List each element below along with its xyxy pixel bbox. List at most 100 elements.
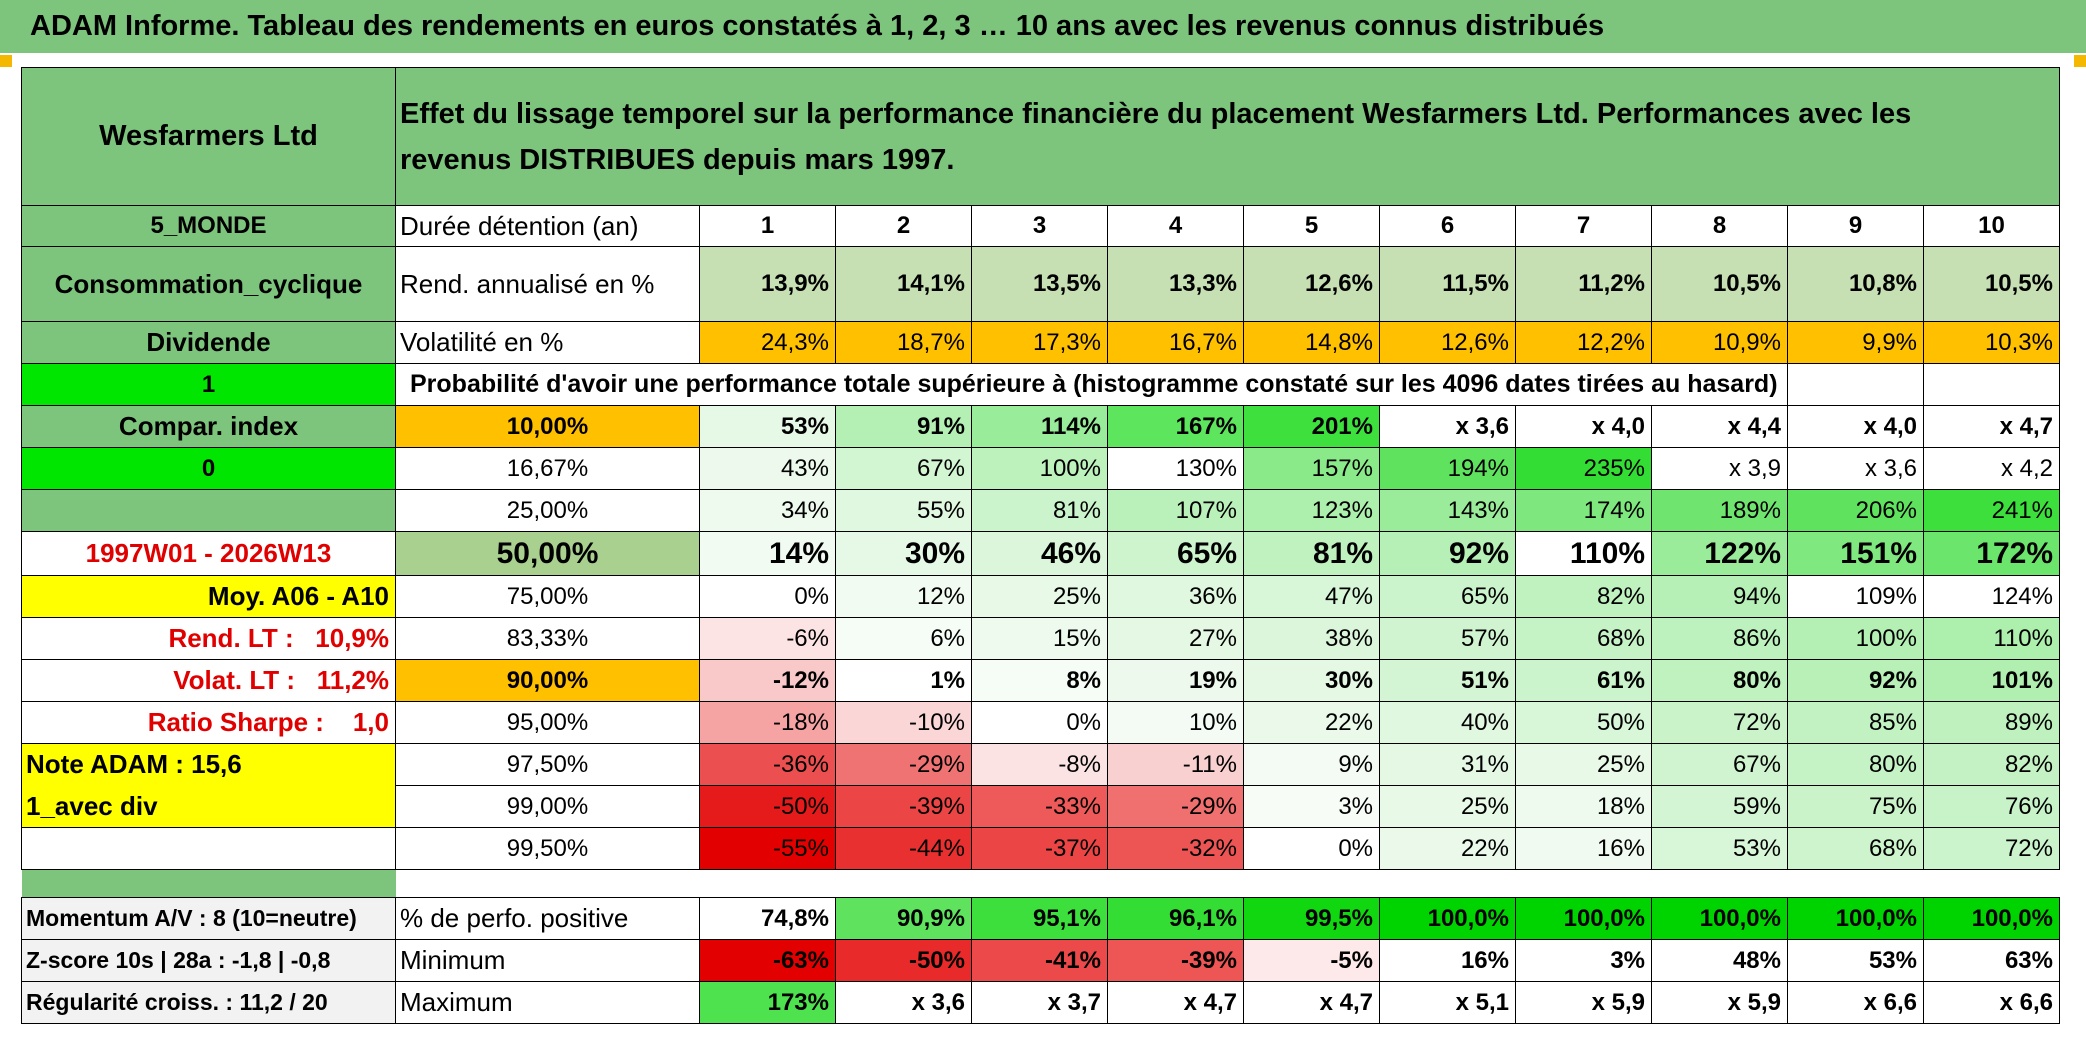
prob-cell: -44% <box>835 827 972 870</box>
sharpe-label: Ratio Sharpe : 1,0 <box>21 701 396 744</box>
prob-cell: 51% <box>1379 659 1516 702</box>
prob-threshold: 95,00% <box>395 701 700 744</box>
prob-cell: 91% <box>835 405 972 448</box>
prob-cell: 9% <box>1243 743 1380 786</box>
prob-cell: 82% <box>1923 743 2060 786</box>
prob-cell: -11% <box>1107 743 1244 786</box>
prob-row-median: 1997W01 - 2026W13 50,00% 14% 30% 46% 65%… <box>21 531 2060 576</box>
prob-cell: 65% <box>1107 531 1244 576</box>
prob-cell: 57% <box>1379 617 1516 660</box>
min-row: Z-score 10s | 28a : -1,8 | -0,8 Minimum … <box>21 939 2060 982</box>
min-cell: 48% <box>1651 939 1788 982</box>
prob-cell: x 3,6 <box>1787 447 1924 490</box>
max-cell: 173% <box>699 981 836 1024</box>
prob-cell: 67% <box>835 447 972 490</box>
pos-cell: 99,5% <box>1243 897 1380 940</box>
prob-cell: -8% <box>971 743 1108 786</box>
prob-cell: 0% <box>971 701 1108 744</box>
pos-row: Momentum A/V : 8 (10=neutre) % de perfo.… <box>21 897 2060 940</box>
min-cell: 63% <box>1923 939 2060 982</box>
prob-cell: 25% <box>971 575 1108 618</box>
prob-cell: -37% <box>971 827 1108 870</box>
prob-cell: 72% <box>1923 827 2060 870</box>
min-label: Minimum <box>395 939 700 982</box>
duration-cell: 9 <box>1787 205 1924 247</box>
period-label: 1997W01 - 2026W13 <box>21 531 396 576</box>
prob-cell: 50% <box>1515 701 1652 744</box>
prob-cell: x 4,0 <box>1787 405 1924 448</box>
vol-cell: 12,6% <box>1379 321 1516 364</box>
vol-cell: 12,2% <box>1515 321 1652 364</box>
prob-label: Probabilité d'avoir une performance tota… <box>395 363 1788 406</box>
prob-cell: 16% <box>1515 827 1652 870</box>
prob-cell: 30% <box>1243 659 1380 702</box>
prob-cell: -55% <box>699 827 836 870</box>
corner-marker <box>0 55 12 67</box>
prob-cell: 27% <box>1107 617 1244 660</box>
pos-cell: 96,1% <box>1107 897 1244 940</box>
prob-cell: 34% <box>699 489 836 532</box>
prob-cell: 189% <box>1651 489 1788 532</box>
prob-cell: 18% <box>1515 785 1652 828</box>
prob-cell: 167% <box>1107 405 1244 448</box>
prob-cell: 157% <box>1243 447 1380 490</box>
spacer-row <box>21 869 2060 898</box>
vol-cell: 24,3% <box>699 321 836 364</box>
prob-cell: x 4,0 <box>1515 405 1652 448</box>
max-cell: x 3,7 <box>971 981 1108 1024</box>
prob-row: 25,00% 34% 55% 81% 107% 123% 143% 174% 1… <box>21 489 2060 532</box>
prob-cell: x 3,9 <box>1651 447 1788 490</box>
max-label: Maximum <box>395 981 700 1024</box>
prob-cell: 100% <box>971 447 1108 490</box>
prob-cell: 92% <box>1787 659 1924 702</box>
min-cell: -50% <box>835 939 972 982</box>
prob-cell: 80% <box>1651 659 1788 702</box>
spacer-cell <box>396 870 2060 898</box>
prob-cell: 12% <box>835 575 972 618</box>
spacer-green-cell <box>21 869 396 898</box>
empty-sidebar-cell <box>21 827 396 870</box>
empty-cell <box>1787 363 1924 406</box>
min-cell: -5% <box>1243 939 1380 982</box>
empty-sidebar-cell <box>21 489 396 532</box>
prob-cell: 22% <box>1379 827 1516 870</box>
duration-label: Durée détention (an) <box>395 205 700 247</box>
sector-label: Consommation_cyclique <box>21 246 396 322</box>
pos-cell: 90,9% <box>835 897 972 940</box>
prob-cell: -39% <box>835 785 972 828</box>
pos-cell: 95,1% <box>971 897 1108 940</box>
pos-cell: 100,0% <box>1923 897 2060 940</box>
prob-cell: 122% <box>1651 531 1788 576</box>
prob-cell: 0% <box>699 575 836 618</box>
prob-cell: 25% <box>1379 785 1516 828</box>
region-label: 5_MONDE <box>21 205 396 247</box>
prob-row: Volat. LT : 11,2% 90,00% -12% 1% 8% 19% … <box>21 659 2060 702</box>
prob-threshold: 50,00% <box>395 531 700 576</box>
prob-cell: 3% <box>1243 785 1380 828</box>
fund-description: Effet du lissage temporel sur la perform… <box>395 67 2060 206</box>
prob-cell: 59% <box>1651 785 1788 828</box>
prob-cell: 114% <box>971 405 1108 448</box>
rend-cell: 11,5% <box>1379 246 1516 322</box>
prob-cell: 31% <box>1379 743 1516 786</box>
duration-cell: 1 <box>699 205 836 247</box>
prob-cell: 85% <box>1787 701 1924 744</box>
prob-cell: 46% <box>971 531 1108 576</box>
prob-cell: -10% <box>835 701 972 744</box>
pos-cell: 100,0% <box>1651 897 1788 940</box>
prob-threshold: 25,00% <box>395 489 700 532</box>
prob-threshold: 99,00% <box>395 785 700 828</box>
prob-cell: 201% <box>1243 405 1380 448</box>
prob-cell: 72% <box>1651 701 1788 744</box>
prob-cell: 194% <box>1379 447 1516 490</box>
prob-cell: 82% <box>1515 575 1652 618</box>
report-title: ADAM Informe. Tableau des rendements en … <box>0 0 2086 53</box>
prob-cell: 124% <box>1923 575 2060 618</box>
prob-threshold: 99,50% <box>395 827 700 870</box>
prob-row: Note ADAM : 15,6 97,50% -36% -29% -8% -1… <box>21 743 2060 786</box>
prob-cell: 43% <box>699 447 836 490</box>
note-adam-label: Note ADAM : 15,6 <box>21 743 396 786</box>
prob-cell: -18% <box>699 701 836 744</box>
prob-cell: 92% <box>1379 531 1516 576</box>
vol-cell: 10,9% <box>1651 321 1788 364</box>
